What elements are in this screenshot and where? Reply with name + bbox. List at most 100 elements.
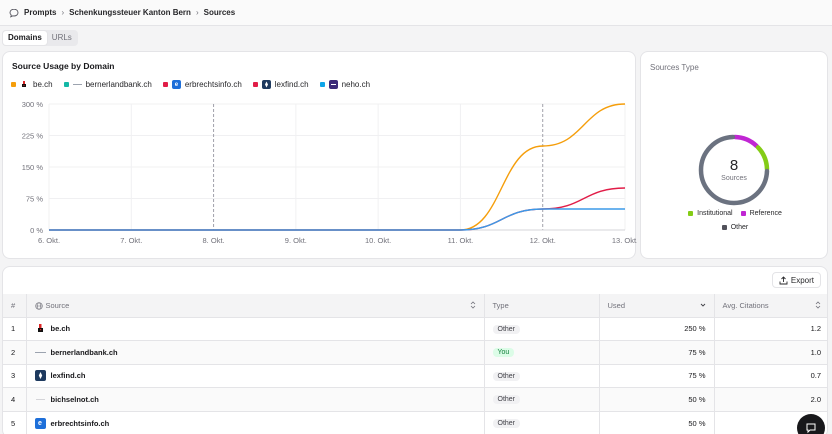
view-tabs: Domains URLs [2,30,78,46]
legend-swatch [319,82,325,87]
x-tick-label: 11. Okt. [448,236,474,245]
row-used: 75 % [599,364,715,388]
legend-item-be-ch[interactable]: be.ch [11,80,53,89]
row-avg-citations: 1.2 [810,324,821,334]
type-badge: Other [492,419,521,428]
legend-item-lexfind[interactable]: lexfind.ch [252,80,309,89]
column-header-used[interactable]: Used [599,294,715,317]
legend-swatch [740,211,746,216]
sources-donut: 8 Sources [696,132,772,208]
export-label: Export [790,275,814,285]
legend-swatch [162,82,168,87]
row-source-label: bichselnot.ch [50,394,99,404]
row-type: You [484,340,600,364]
erbrechtsinfo-favicon-icon: e [171,80,181,89]
x-tick-label: 6. Okt. [38,236,60,245]
sources-type-legend-row2: Other [641,224,829,231]
breadcrumb-prompts[interactable]: Prompts [24,8,57,17]
sources-type-title: Sources Type [650,63,699,72]
breadcrumb-separator: › [195,8,199,17]
type-badge: Other [492,371,521,381]
usage-line-chart: 0 % 75 % 150 % 225 % 300 % 6. Okt. 7. Okt. 8. O… [22,100,637,245]
sort-desc-icon[interactable] [700,301,706,309]
row-used: 50 % [599,411,715,434]
donut-segment-institutional [755,145,770,172]
legend-item-erbrechtsinfo[interactable]: e erbrechtsinfo.ch [162,80,242,89]
row-source-label: bernerlandbank.ch [50,347,118,357]
sources-table-card: Export # Source Type Used Avg. Citations [2,266,828,434]
column-header-index: # [3,294,27,317]
row-type: Other [484,364,600,388]
export-button[interactable]: Export [771,272,821,288]
breadcrumb: Prompts › Schenkungssteuer Kanton Bern ›… [0,0,832,26]
sort-icon[interactable] [815,301,821,309]
bernerlandbank-favicon-icon [34,347,46,358]
x-tick-label: 9. Okt. [285,236,307,245]
row-avg-citations: 0.7 [810,371,821,381]
legend-item-other[interactable]: Other [721,224,749,231]
row-source[interactable]: lexfind.ch [26,364,485,388]
donut-segment-reference [732,134,759,149]
legend-swatch [11,82,16,87]
lexfind-favicon-icon [34,370,46,382]
tab-urls[interactable]: URLs [51,33,72,42]
table-row[interactable]: 2 bernerlandbank.ch You 75 % 1.0 [3,340,827,364]
legend-label: Other [730,224,749,231]
chat-icon [9,8,19,18]
globe-icon [34,302,43,310]
column-header-avg-citations[interactable]: Avg. Citations [714,294,827,317]
x-tick-label: 8. Okt. [203,236,225,245]
source-usage-title: Source Usage by Domain [12,61,115,71]
legend-item-neho[interactable]: neho.ch [319,80,370,89]
y-tick-label: 0 % [30,226,43,235]
chat-widget-button[interactable] [797,414,825,434]
row-type: Other [484,387,600,411]
table-row[interactable]: 4 bichselnot.ch Other 50 % 2.0 [3,387,827,411]
tab-domains[interactable]: Domains [3,31,47,45]
legend-item-institutional[interactable]: Institutional [688,210,733,217]
row-index: 5 [3,411,27,434]
row-index: 3 [3,364,27,388]
table-row[interactable]: 5 e erbrechtsinfo.ch Other 50 % [3,411,827,434]
sort-icon[interactable] [470,301,476,309]
row-index: 1 [3,317,27,341]
type-badge-you: You [492,348,515,358]
donut-segment-other [698,134,770,206]
column-header-avg-label: Avg. Citations [722,300,769,310]
row-source[interactable]: bichselnot.ch [26,387,485,411]
donut-count: 8 [729,157,739,174]
table-row[interactable]: 1 be.ch Other 250 % 1.2 [3,317,827,341]
y-tick-label: 300 % [22,100,44,109]
neho-favicon-icon [328,80,338,89]
chart-legend: be.ch bernerlandbank.ch e erbrechtsinfo.… [11,80,381,89]
row-source[interactable]: bernerlandbank.ch [26,340,485,364]
legend-label: lexfind.ch [274,80,309,89]
row-source[interactable]: be.ch [26,317,485,341]
column-header-used-label: Used [607,300,626,310]
legend-label: Reference [749,210,782,217]
erbrechtsinfo-favicon-icon: e [34,417,46,429]
be-ch-favicon-icon [20,80,29,89]
row-used: 50 % [599,387,715,411]
breadcrumb-sources: Sources [203,8,236,17]
bichselnot-favicon-icon [35,394,46,405]
y-tick-label: 150 % [22,163,44,172]
legend-item-bernerlandbank[interactable]: bernerlandbank.ch [63,80,152,89]
x-tick-label: 7. Okt. [120,236,142,245]
type-badge: Other [492,395,521,405]
column-header-type: Type [484,294,600,317]
breadcrumb-prompt[interactable]: Schenkungssteuer Kanton Bern [69,8,191,17]
row-avg-citations: 2.0 [810,394,821,404]
row-source[interactable]: e erbrechtsinfo.ch [26,411,485,434]
row-index: 2 [3,340,27,364]
row-type: Other [484,317,600,341]
legend-label: be.ch [33,80,53,89]
sources-type-card: Sources Type 8 Sources Institutional Ref… [640,51,828,259]
column-header-source[interactable]: Source [26,294,485,317]
source-usage-card: Source Usage by Domain be.ch bernerlandb… [2,51,637,259]
legend-item-reference[interactable]: Reference [740,210,782,217]
type-badge: Other [492,324,521,334]
be-ch-favicon-icon [35,323,46,334]
table-row[interactable]: 3 lexfind.ch Other 75 % 0.7 [3,364,827,388]
table-header-row: # Source Type Used Avg. Citations [3,294,827,317]
